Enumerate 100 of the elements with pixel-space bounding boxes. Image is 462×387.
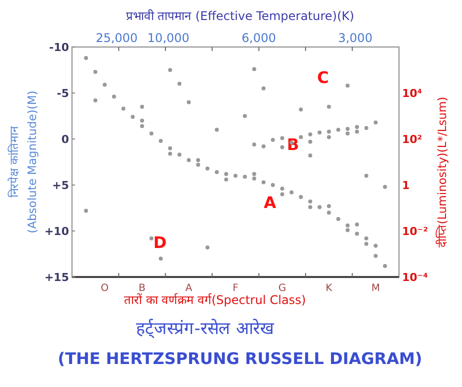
x2-axis-title: प्रभावी तापमान (Effective Temperature)(K)	[126, 9, 354, 23]
point	[112, 94, 116, 99]
point	[354, 222, 359, 227]
point	[186, 158, 191, 162]
point	[177, 152, 182, 157]
point	[354, 125, 359, 130]
point	[318, 205, 322, 210]
point	[382, 264, 387, 268]
point	[158, 138, 163, 143]
annotation: C	[317, 68, 329, 87]
y2-axis-title: दीप्ति(Luminosity)(L*/Lsum)	[435, 96, 449, 248]
point	[346, 131, 350, 136]
point	[364, 174, 368, 178]
annotation: A	[264, 193, 277, 212]
point	[336, 128, 340, 132]
point	[374, 254, 378, 258]
point	[262, 86, 266, 90]
point	[140, 124, 144, 128]
point	[318, 130, 322, 135]
point	[346, 223, 350, 228]
point	[93, 98, 98, 102]
point	[84, 56, 88, 60]
point	[186, 100, 191, 104]
point	[374, 120, 378, 124]
point	[308, 132, 312, 136]
point	[354, 232, 359, 236]
point	[102, 82, 107, 87]
point	[354, 130, 359, 134]
point	[346, 126, 350, 131]
point	[298, 194, 303, 199]
point	[290, 190, 294, 194]
point	[308, 205, 312, 210]
point	[346, 84, 350, 88]
point	[280, 186, 284, 191]
y2-tick-label: 10²	[402, 133, 422, 146]
point	[84, 208, 88, 213]
point	[140, 118, 144, 123]
y2-tick-label: 10⁴	[402, 87, 422, 100]
point	[140, 104, 144, 109]
y-tick-label: -10	[49, 41, 70, 54]
point	[262, 180, 266, 184]
point	[214, 128, 219, 132]
point	[298, 108, 303, 112]
point	[364, 236, 368, 240]
point	[214, 170, 219, 174]
point	[280, 136, 284, 140]
point	[242, 174, 247, 179]
point	[168, 68, 172, 72]
point	[168, 146, 172, 150]
y-tick-label: 0	[61, 133, 70, 146]
y-tick-label: +10	[44, 225, 70, 238]
point	[382, 184, 387, 189]
y-axis-title: निरपेक्ष कांतिमान (Absolute Magnitude)(M)	[7, 90, 39, 234]
x-tick-label: B	[138, 283, 146, 294]
point	[308, 140, 312, 144]
point	[326, 204, 331, 208]
point	[196, 162, 200, 167]
point	[205, 166, 210, 170]
point	[336, 217, 340, 222]
point	[270, 183, 275, 187]
point	[346, 228, 350, 232]
annotation: D	[153, 233, 167, 252]
point	[234, 174, 238, 178]
point	[121, 106, 126, 111]
text: 3,000	[338, 31, 372, 45]
y2-tick-label: 1	[402, 179, 410, 192]
point	[262, 144, 266, 148]
point	[252, 142, 256, 147]
point	[298, 135, 303, 140]
point	[280, 145, 284, 150]
point	[364, 126, 368, 130]
text: (THE HERTZSPRUNG RUSSELL DIAGRAM)	[58, 349, 422, 368]
point	[177, 82, 182, 86]
y-tick-label: +5	[52, 179, 69, 192]
point	[196, 158, 200, 162]
x-tick-label: G	[278, 283, 286, 294]
text: 10,000	[147, 31, 190, 45]
point	[93, 70, 98, 74]
point	[308, 154, 312, 158]
point	[270, 138, 275, 142]
point	[280, 192, 284, 196]
point	[308, 200, 312, 204]
point	[326, 210, 331, 215]
text: 25,000	[96, 31, 138, 45]
point	[374, 244, 378, 248]
y2-tick-label: 10⁻²	[402, 225, 428, 238]
x-tick-label: K	[326, 283, 333, 294]
x-tick-label: F	[232, 283, 239, 294]
x-tick-label: O	[100, 283, 109, 294]
point	[149, 131, 154, 136]
point	[326, 130, 331, 134]
text: 6,000	[242, 31, 276, 45]
y2-tick-label: 10⁻⁴	[402, 271, 428, 284]
text: हर्ट्जस्प्रंग-रसेल आरेख	[136, 318, 275, 339]
point	[326, 135, 331, 140]
point	[224, 177, 228, 182]
point	[242, 114, 247, 118]
x-tick-label: A	[185, 283, 192, 294]
point	[224, 172, 228, 176]
point	[252, 176, 256, 181]
